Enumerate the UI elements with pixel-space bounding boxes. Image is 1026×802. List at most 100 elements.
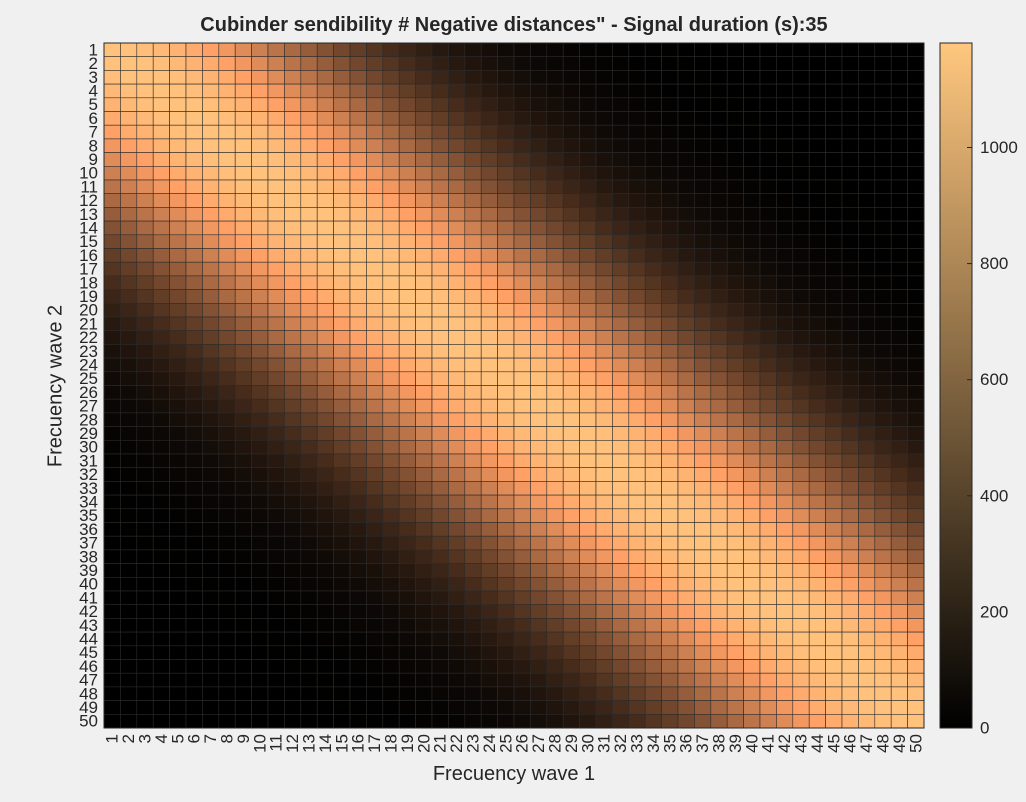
heatmap-cell: [513, 453, 531, 468]
heatmap-cell: [431, 124, 449, 140]
x-tick-label: 6: [185, 734, 204, 743]
x-tick-label: 16: [349, 734, 368, 753]
heatmap-cell: [366, 645, 384, 660]
heatmap-cell: [152, 70, 170, 85]
x-tick-label: 37: [693, 734, 712, 753]
heatmap-cell: [103, 645, 121, 660]
heatmap-cell: [726, 398, 744, 414]
heatmap-cell: [530, 686, 548, 701]
heatmap-cell: [710, 357, 728, 373]
heatmap-cell: [251, 344, 269, 359]
heatmap-cell: [415, 412, 433, 427]
heatmap-cell: [841, 42, 859, 57]
heatmap-cell: [808, 316, 826, 331]
heatmap-cell: [316, 481, 334, 496]
heatmap-cell: [890, 563, 908, 578]
heatmap-cell: [694, 371, 712, 386]
heatmap-cell: [333, 193, 351, 208]
heatmap-cell: [890, 686, 908, 701]
heatmap-cell: [448, 275, 466, 290]
heatmap-cell: [694, 590, 712, 605]
heatmap-cell: [300, 42, 318, 57]
heatmap-cell: [152, 302, 170, 318]
heatmap-cell: [234, 672, 252, 688]
heatmap-cell: [743, 316, 761, 331]
heatmap-cell: [694, 631, 712, 647]
heatmap-cell: [759, 494, 777, 510]
heatmap-cell: [185, 494, 203, 510]
heatmap-cell: [890, 412, 908, 427]
heatmap-cell: [103, 439, 121, 455]
heatmap-cell: [612, 453, 630, 468]
heatmap-cell: [661, 179, 679, 194]
heatmap-cell: [218, 179, 236, 194]
heatmap-cell: [497, 494, 515, 510]
heatmap-cell: [694, 179, 712, 194]
heatmap-cell: [267, 357, 285, 373]
heatmap-cell: [890, 713, 908, 729]
heatmap-cell: [628, 83, 646, 99]
heatmap-cell: [366, 344, 384, 359]
heatmap-cell: [677, 124, 695, 140]
heatmap-cell: [284, 289, 302, 304]
heatmap-cell: [202, 97, 220, 112]
heatmap-cell: [710, 467, 728, 482]
heatmap-cell: [300, 549, 318, 564]
heatmap-cell: [267, 672, 285, 688]
heatmap-cell: [776, 234, 794, 249]
heatmap-cell: [136, 412, 154, 427]
heatmap-cell: [694, 412, 712, 427]
heatmap-cell: [743, 618, 761, 633]
heatmap-cell: [858, 631, 876, 647]
heatmap-cell: [858, 481, 876, 496]
heatmap-cell: [890, 385, 908, 400]
heatmap-cell: [333, 275, 351, 290]
heatmap-cell: [120, 275, 138, 290]
heatmap-cell: [300, 193, 318, 208]
heatmap-cell: [743, 453, 761, 468]
heatmap-cell: [513, 508, 531, 523]
heatmap-cell: [874, 700, 892, 715]
heatmap-cell: [398, 261, 416, 277]
heatmap-cell: [513, 398, 531, 414]
heatmap-cell: [595, 371, 613, 386]
heatmap-cell: [333, 234, 351, 249]
heatmap-cell: [907, 398, 925, 414]
heatmap-cell: [726, 261, 744, 277]
heatmap-cell: [284, 152, 302, 167]
heatmap-cell: [398, 713, 416, 729]
heatmap-cell: [562, 426, 580, 441]
heatmap-cell: [267, 42, 285, 57]
heatmap-cell: [284, 453, 302, 468]
heatmap-cell: [333, 316, 351, 331]
heatmap-cell: [644, 207, 662, 222]
heatmap-cell: [759, 138, 777, 153]
heatmap-cell: [366, 166, 384, 181]
heatmap-cell: [677, 385, 695, 400]
heatmap-cell: [743, 398, 761, 414]
heatmap-cell: [874, 124, 892, 140]
heatmap-cell: [103, 535, 121, 551]
heatmap-cell: [530, 234, 548, 249]
heatmap-cell: [202, 56, 220, 71]
heatmap-cell: [612, 275, 630, 290]
heatmap-cell: [251, 302, 269, 318]
heatmap-cell: [825, 248, 843, 263]
x-axis-label: Frecuency wave 1: [432, 763, 596, 785]
heatmap-cell: [907, 138, 925, 153]
heatmap-cell: [234, 289, 252, 304]
x-tick-label: 38: [710, 734, 729, 753]
y-tick-labels: 1234567891011121314151617181920212223242…: [79, 40, 98, 730]
heatmap-cell: [890, 700, 908, 715]
x-tick-label: 40: [742, 734, 761, 753]
heatmap-cell: [300, 234, 318, 249]
heatmap-cell: [874, 672, 892, 688]
heatmap-cell: [415, 234, 433, 249]
heatmap-cell: [841, 289, 859, 304]
heatmap-cell: [234, 261, 252, 277]
heatmap-cell: [644, 289, 662, 304]
heatmap-cell: [874, 248, 892, 263]
heatmap-cell: [218, 70, 236, 85]
heatmap-cell: [776, 248, 794, 263]
heatmap-cell: [169, 508, 187, 523]
